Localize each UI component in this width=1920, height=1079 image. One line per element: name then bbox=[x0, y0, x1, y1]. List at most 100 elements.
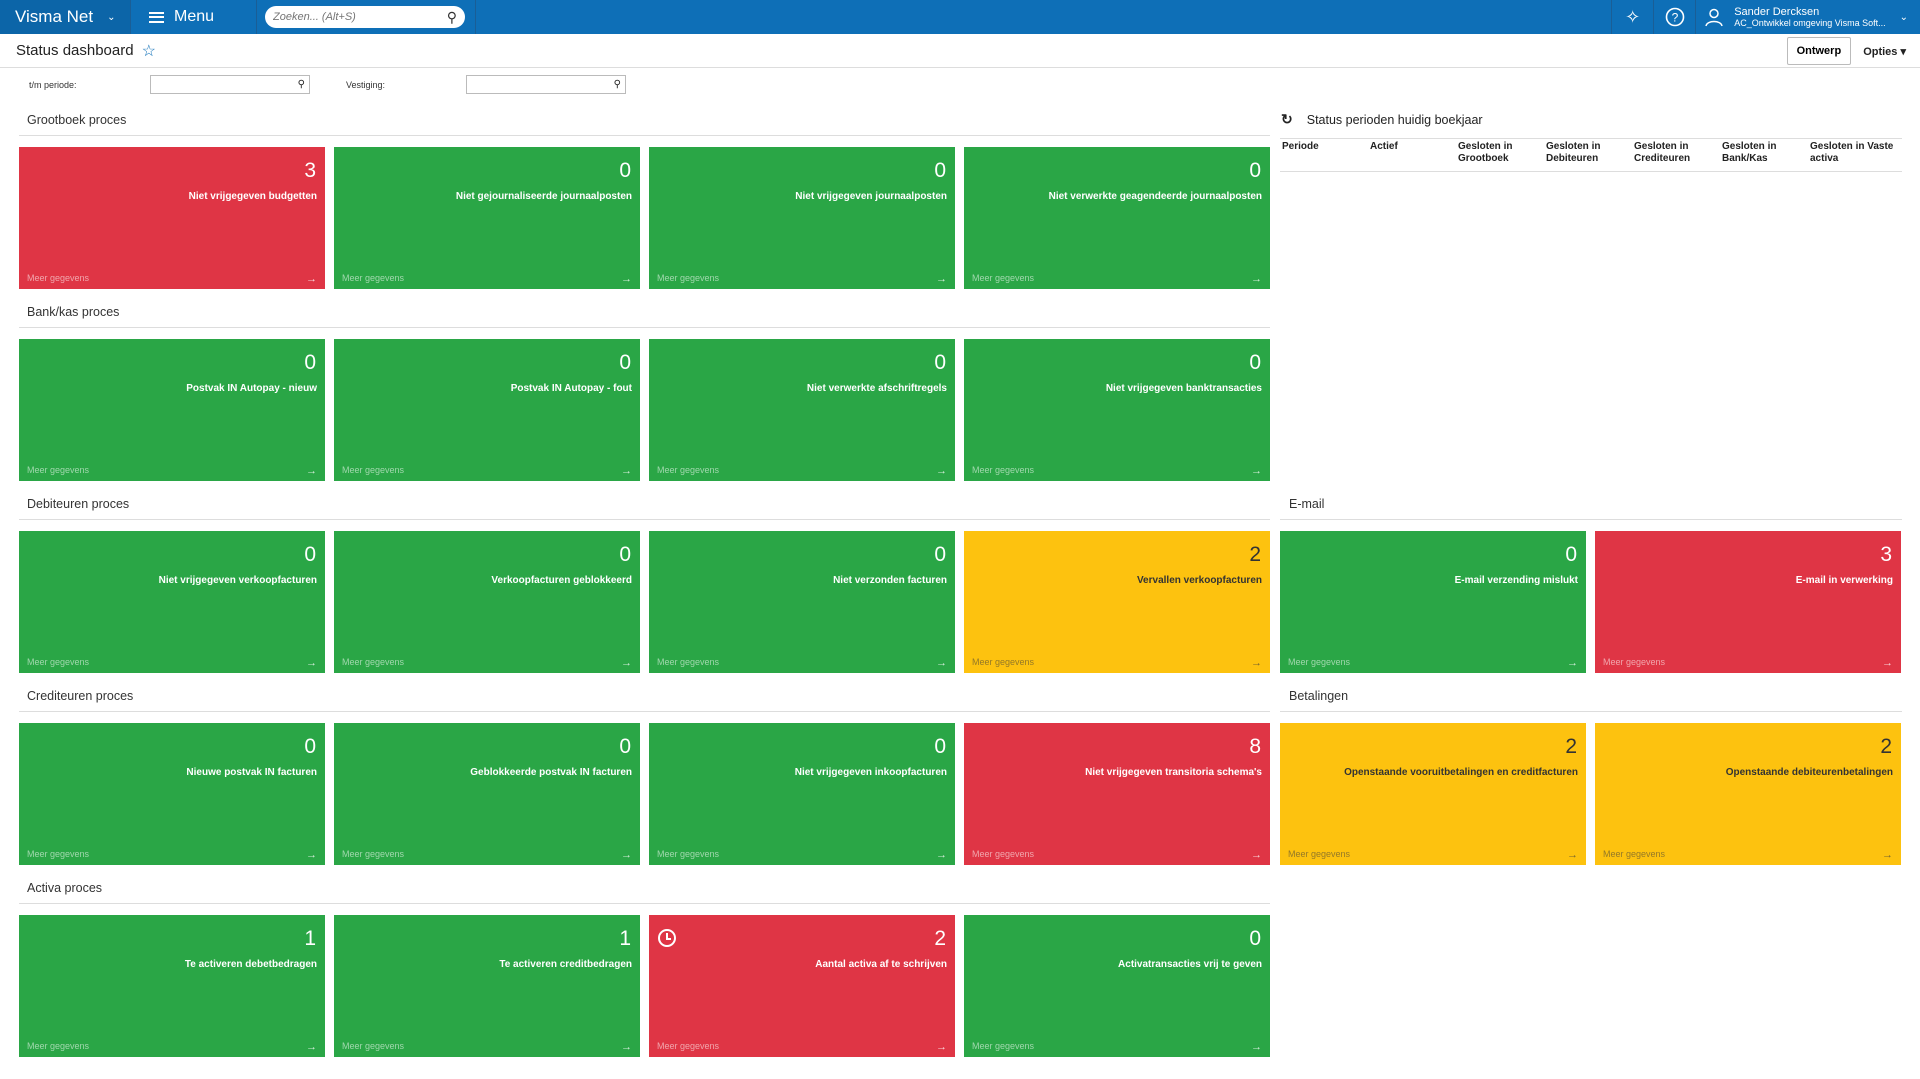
more-details-link[interactable]: Meer gegevens bbox=[657, 273, 720, 283]
help-button[interactable]: ? bbox=[1653, 0, 1695, 34]
arrow-right-icon[interactable]: → bbox=[936, 849, 947, 861]
more-details-link[interactable]: Meer gegevens bbox=[657, 465, 720, 475]
kpi-tile[interactable]: 0 Nieuwe postvak IN facturen Meer gegevens… bbox=[19, 723, 325, 865]
column-header[interactable]: Periode bbox=[1282, 141, 1319, 152]
refresh-icon[interactable]: ↻ bbox=[1281, 111, 1293, 127]
more-details-link[interactable]: Meer gegevens bbox=[1603, 657, 1666, 667]
more-details-link[interactable]: Meer gegevens bbox=[342, 1041, 405, 1051]
kpi-tile[interactable]: 0 Niet vrijgegeven banktransacties Meer ge… bbox=[964, 339, 1270, 481]
favorite-star-icon[interactable]: ☆ bbox=[141, 42, 156, 60]
column-header[interactable]: Gesloten in Grootboek bbox=[1458, 141, 1513, 164]
more-details-link[interactable]: Meer gegevens bbox=[972, 657, 1035, 667]
kpi-tile[interactable]: 0 Niet vrijgegeven inkoopfacturen Meer geg… bbox=[649, 723, 955, 865]
arrow-right-icon[interactable]: → bbox=[1251, 273, 1262, 285]
branch-field[interactable]: ⚲ bbox=[466, 75, 626, 94]
arrow-right-icon[interactable]: → bbox=[621, 849, 632, 861]
kpi-tile[interactable]: 2 Aantal activa af te schrijven Meer gegev… bbox=[649, 915, 955, 1057]
options-label: Opties bbox=[1863, 45, 1898, 58]
arrow-right-icon[interactable]: → bbox=[621, 465, 632, 477]
lookup-icon[interactable]: ⚲ bbox=[297, 79, 305, 90]
design-button[interactable]: Ontwerp bbox=[1786, 37, 1852, 65]
kpi-tile[interactable]: 8 Niet vrijgegeven transitoria schema's Me… bbox=[964, 723, 1270, 865]
arrow-right-icon[interactable]: → bbox=[1251, 849, 1262, 861]
kpi-tile[interactable]: 3 Niet vrijgegeven budgetten Meer gegevens… bbox=[19, 147, 325, 289]
column-header[interactable]: Gesloten in Bank/Kas bbox=[1722, 141, 1777, 164]
kpi-tile[interactable]: 1 Te activeren debetbedragen Meer gegevens… bbox=[19, 915, 325, 1057]
arrow-right-icon[interactable]: → bbox=[1882, 849, 1893, 861]
more-details-link[interactable]: Meer gegevens bbox=[27, 273, 90, 283]
brand-switcher[interactable]: Visma Net ⌄ bbox=[0, 0, 131, 34]
tile-label: Niet gejournaliseerde journaalposten bbox=[455, 191, 632, 202]
kpi-tile[interactable]: 0 E-mail verzending mislukt Meer gegevens → bbox=[1280, 531, 1586, 673]
arrow-right-icon[interactable]: → bbox=[621, 1041, 632, 1053]
menu-button[interactable]: Menu bbox=[131, 0, 257, 34]
column-header[interactable]: Gesloten in Vaste activa bbox=[1810, 141, 1894, 164]
more-details-link[interactable]: Meer gegevens bbox=[27, 465, 90, 475]
column-header[interactable]: Gesloten in Crediteuren bbox=[1634, 141, 1691, 164]
arrow-right-icon[interactable]: → bbox=[306, 1041, 317, 1053]
more-details-link[interactable]: Meer gegevens bbox=[657, 1041, 720, 1051]
more-details-link[interactable]: Meer gegevens bbox=[972, 273, 1035, 283]
more-details-link[interactable]: Meer gegevens bbox=[657, 657, 720, 667]
ai-assistant-button[interactable]: ✧ bbox=[1611, 0, 1653, 34]
kpi-tile[interactable]: 2 Openstaande debiteurenbetalingen Meer ge… bbox=[1595, 723, 1901, 865]
title-actions: Ontwerp Opties ▾ bbox=[1786, 37, 1906, 65]
more-details-link[interactable]: Meer gegevens bbox=[657, 849, 720, 859]
arrow-right-icon[interactable]: → bbox=[1567, 849, 1578, 861]
kpi-tile[interactable]: 0 Niet verwerkte geagendeerde journaalpos… bbox=[964, 147, 1270, 289]
arrow-right-icon[interactable]: → bbox=[306, 273, 317, 285]
arrow-right-icon[interactable]: → bbox=[1567, 657, 1578, 669]
user-organization: AC_Ontwikkel omgeving Visma Soft... bbox=[1734, 17, 1886, 28]
arrow-right-icon[interactable]: → bbox=[306, 657, 317, 669]
more-details-link[interactable]: Meer gegevens bbox=[342, 465, 405, 475]
more-details-link[interactable]: Meer gegevens bbox=[1288, 849, 1351, 859]
lookup-icon[interactable]: ⚲ bbox=[613, 79, 621, 90]
kpi-tile[interactable]: 0 Niet vrijgegeven journaalposten Meer geg… bbox=[649, 147, 955, 289]
kpi-tile[interactable]: 0 Verkoopfacturen geblokkeerd Meer gegeven… bbox=[334, 531, 640, 673]
kpi-tile[interactable]: 0 Niet verwerkte afschriftregels Meer gege… bbox=[649, 339, 955, 481]
kpi-tile[interactable]: 2 Vervallen verkoopfacturen Meer gegevens → bbox=[964, 531, 1270, 673]
search-icon[interactable]: ⚲ bbox=[446, 8, 457, 25]
kpi-tile[interactable]: 0 Geblokkeerde postvak IN facturen Meer ge… bbox=[334, 723, 640, 865]
more-details-link[interactable]: Meer gegevens bbox=[972, 465, 1035, 475]
period-field[interactable]: ⚲ bbox=[150, 75, 310, 94]
column-header[interactable]: Gesloten in Debiteuren bbox=[1546, 141, 1601, 164]
more-details-link[interactable]: Meer gegevens bbox=[27, 657, 90, 667]
arrow-right-icon[interactable]: → bbox=[1251, 1041, 1262, 1053]
kpi-tile[interactable]: 3 E-mail in verwerking Meer gegevens → bbox=[1595, 531, 1901, 673]
kpi-tile[interactable]: 0 Niet vrijgegeven verkoopfacturen Meer ge… bbox=[19, 531, 325, 673]
more-details-link[interactable]: Meer gegevens bbox=[27, 849, 90, 859]
column-header[interactable]: Actief bbox=[1370, 141, 1398, 152]
kpi-tile[interactable]: 1 Te activeren creditbedragen Meer gegeven… bbox=[334, 915, 640, 1057]
more-details-link[interactable]: Meer gegevens bbox=[1288, 657, 1351, 667]
arrow-right-icon[interactable]: → bbox=[1882, 657, 1893, 669]
section-divider bbox=[19, 519, 1270, 520]
arrow-right-icon[interactable]: → bbox=[621, 657, 632, 669]
options-dropdown[interactable]: Opties ▾ bbox=[1863, 45, 1906, 58]
more-details-link[interactable]: Meer gegevens bbox=[27, 1041, 90, 1051]
kpi-tile[interactable]: 0 Activatransacties vrij te geven Meer geg… bbox=[964, 915, 1270, 1057]
arrow-right-icon[interactable]: → bbox=[306, 465, 317, 477]
more-details-link[interactable]: Meer gegevens bbox=[1603, 849, 1666, 859]
arrow-right-icon[interactable]: → bbox=[1251, 657, 1262, 669]
kpi-tile[interactable]: 0 Postvak IN Autopay - fout Meer gegevens → bbox=[334, 339, 640, 481]
more-details-link[interactable]: Meer gegevens bbox=[342, 273, 405, 283]
kpi-tile[interactable]: 2 Openstaande vooruitbetalingen en credit… bbox=[1280, 723, 1586, 865]
kpi-tile[interactable]: 0 Niet verzonden facturen Meer gegevens → bbox=[649, 531, 955, 673]
more-details-link[interactable]: Meer gegevens bbox=[972, 849, 1035, 859]
more-details-link[interactable]: Meer gegevens bbox=[342, 849, 405, 859]
kpi-tile[interactable]: 0 Postvak IN Autopay - nieuw Meer gegevens… bbox=[19, 339, 325, 481]
search-input[interactable] bbox=[273, 11, 447, 23]
more-details-link[interactable]: Meer gegevens bbox=[972, 1041, 1035, 1051]
tile-count: 0 bbox=[934, 351, 946, 374]
arrow-right-icon[interactable]: → bbox=[306, 849, 317, 861]
arrow-right-icon[interactable]: → bbox=[936, 1041, 947, 1053]
arrow-right-icon[interactable]: → bbox=[621, 273, 632, 285]
arrow-right-icon[interactable]: → bbox=[936, 273, 947, 285]
kpi-tile[interactable]: 0 Niet gejournaliseerde journaalposten Mee… bbox=[334, 147, 640, 289]
arrow-right-icon[interactable]: → bbox=[936, 657, 947, 669]
arrow-right-icon[interactable]: → bbox=[936, 465, 947, 477]
arrow-right-icon[interactable]: → bbox=[1251, 465, 1262, 477]
more-details-link[interactable]: Meer gegevens bbox=[342, 657, 405, 667]
user-menu[interactable]: Sander Dercksen AC_Ontwikkel omgeving Vi… bbox=[1695, 0, 1920, 34]
